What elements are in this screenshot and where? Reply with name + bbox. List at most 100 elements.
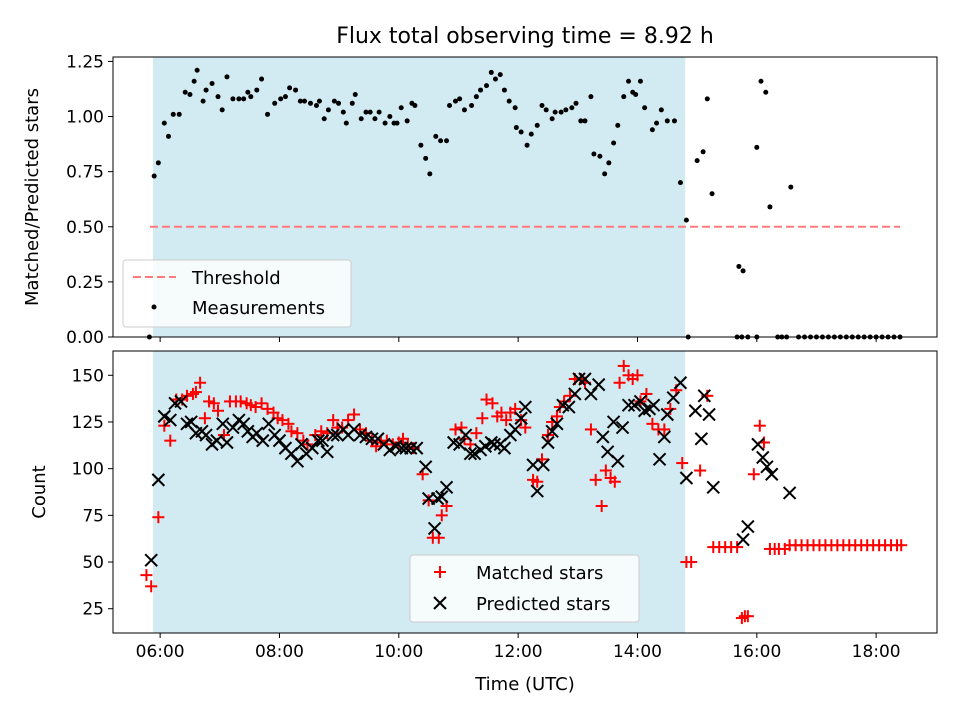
x-axis-label: Time (UTC) [474,674,575,695]
measurements-point [349,100,355,106]
predicted-stars-point [452,437,467,452]
top-x-axis [159,337,877,342]
measurements-point [506,98,512,104]
measurements-point [704,96,710,102]
y-tick-label: 125 [72,413,104,433]
predicted-stars-point [144,553,158,567]
measurements-point [236,96,242,102]
predicted-stars-point [751,437,765,452]
predicted-stars-point [697,389,712,403]
matched-stars-point [747,468,760,481]
predicted-stars-point [526,458,540,472]
measurements-point [512,105,518,111]
predicted-stars-point [315,433,330,448]
predicted-stars-point [262,417,276,431]
measurements-point [372,116,378,122]
measurements-point [700,149,706,155]
matched-stars-point [599,464,612,477]
bottom-y-axis: 25 50 75 100 125 150 [72,366,113,620]
top-plot-area [146,67,903,340]
measurements-point [151,173,157,179]
measurements-point [418,142,424,148]
predicted-stars-point [621,398,636,412]
predicted-stars-point [463,447,478,461]
predicted-stars-point [427,521,442,536]
measurements-point [524,142,530,148]
measurements-point [497,72,503,78]
measurements-point [224,74,230,80]
predicted-stars-point [702,407,716,422]
matched-stars-point [486,397,499,410]
predicted-stars-point [418,460,433,474]
measurements-point [382,120,388,126]
predicted-stars-point [615,420,630,435]
matched-stars-point [285,425,298,438]
measurements-point [433,133,439,139]
legend-predicted-label: Predicted stars [476,594,610,615]
measurements-point [501,87,507,93]
measurements-point [677,180,683,186]
predicted-stars-point [326,428,340,442]
measurements-point [215,94,221,100]
measurements-point [398,105,404,111]
matched-stars-point [658,423,671,436]
predicted-stars-point [673,376,688,390]
matched-stars-point [613,376,626,389]
measurements-point [404,118,410,124]
predicted-stars-point [572,372,586,386]
measurements-point [758,78,764,84]
predicted-stars-point [584,387,598,401]
x-tick-label: 12:00 [494,642,543,662]
measurements-point [444,138,450,144]
matched-stars-point [584,423,597,436]
measurements-point [611,140,617,146]
x-tick-label: 10:00 [374,642,423,662]
measurements-point [478,87,484,93]
measurements-point [658,107,664,113]
matched-stars-point [470,427,483,440]
predicted-stars-point [530,484,544,498]
measurements-point [558,109,564,115]
predicted-stars-point [404,441,418,455]
predicted-stars-point [256,433,270,448]
predicted-stars-point [430,491,445,506]
predicted-stars-point [311,433,325,448]
measurements-point [552,109,558,115]
x-tick-label: 14:00 [613,642,662,662]
measurements-point [282,94,288,100]
measurements-point [457,96,463,102]
measurements-point [219,107,225,113]
chart-title: Flux total observing time = 8.92 h [336,24,714,49]
predicted-stars-point [666,390,680,405]
matched-stars-point [531,475,544,488]
measurements-point [683,217,689,223]
matched-stars-point [694,464,707,477]
predicted-stars-point [305,441,319,455]
y-tick-label: 0.00 [66,328,104,348]
predicted-stars-point [627,398,642,412]
measurements-point [452,98,458,104]
measurements-point [754,144,760,150]
measurements-point [709,191,715,197]
y-tick-label: 100 [72,460,104,480]
measurements-point [484,83,490,89]
matched-stars-point [186,387,199,400]
legend-threshold-label: Threshold [191,268,281,289]
y-tick-label: 0.75 [66,163,104,183]
measurements-point [469,103,475,109]
measurements-point [549,116,555,122]
measurements-point [427,171,433,177]
top-y-axis-label: Matched/Predicted stars [22,88,43,306]
measurements-point [473,94,479,100]
predicted-stars-point [741,519,755,534]
predicted-stars-point [272,433,287,448]
predicted-stars-point [157,409,172,424]
matched-stars-point [735,612,748,625]
measurements-point [200,98,206,104]
predicted-stars-point [216,417,230,431]
y-tick-label: 150 [72,366,104,386]
predicted-stars-point [568,387,582,401]
predicted-stars-point [578,372,592,386]
measurements-point [313,103,319,109]
predicted-stars-point [660,407,675,422]
